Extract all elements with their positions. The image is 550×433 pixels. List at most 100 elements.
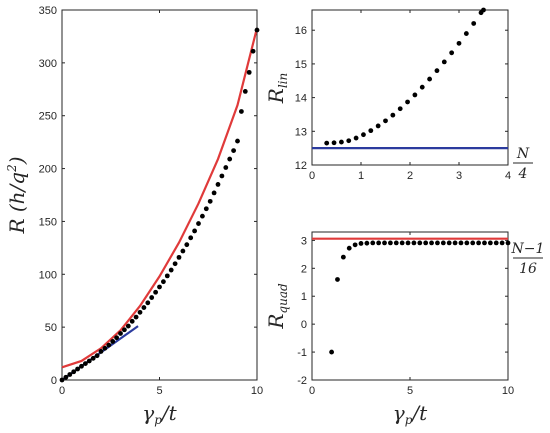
data-point <box>464 240 470 246</box>
x-tick-label: 5 <box>407 385 413 397</box>
data-point <box>203 206 209 212</box>
data-point <box>79 363 84 369</box>
data-point <box>368 128 374 134</box>
data-point <box>361 132 366 138</box>
data-point <box>129 318 135 324</box>
data-point <box>463 31 469 36</box>
data-point <box>456 40 462 46</box>
y-tick-label: 1 <box>301 291 307 303</box>
x-tick-label: 10 <box>251 385 263 397</box>
axes-box <box>311 231 509 381</box>
y-tick-label: 0 <box>51 375 57 387</box>
data-point <box>239 109 244 114</box>
data-point <box>118 331 123 336</box>
data-point <box>449 50 455 56</box>
data-point <box>200 213 205 219</box>
data-point <box>149 295 155 300</box>
y-tick-label: 150 <box>39 216 57 228</box>
data-point <box>180 248 186 254</box>
y-label-main: R <box>264 314 288 330</box>
data-point <box>405 240 411 246</box>
data-point <box>250 48 256 54</box>
data-point <box>110 339 116 344</box>
y-label-close: ) <box>5 156 29 165</box>
data-point <box>452 240 458 246</box>
x-label-subscript: p <box>154 413 162 427</box>
data-point <box>172 261 178 267</box>
annotation-denominator: 4 <box>518 166 528 182</box>
y-axis-label: Rquad <box>264 283 290 330</box>
r-quad-plot: 0 5 10 -2 -1 0 1 2 3 Rquad γp/t N−1 16 <box>264 231 544 427</box>
data-point <box>399 240 405 246</box>
data-point <box>145 300 151 306</box>
data-point <box>434 68 440 74</box>
x-tick-label: 0 <box>309 170 315 182</box>
data-point <box>211 190 217 196</box>
x-axis-label: γp/t <box>142 401 177 427</box>
data-point <box>254 27 260 33</box>
x-label-rest: /t <box>160 401 178 425</box>
annotation-numerator: N <box>516 146 530 162</box>
data-point <box>94 353 100 359</box>
data-point <box>423 240 429 246</box>
data-point <box>168 267 174 273</box>
x-label-rest: /t <box>410 401 428 425</box>
data-point <box>215 182 221 187</box>
x-tick-label: 4 <box>505 170 511 182</box>
x-tick-label: 2 <box>407 170 413 182</box>
data-point <box>75 366 80 372</box>
x-axis-label: γp/t <box>393 401 428 427</box>
x-label-main: γ <box>393 401 405 425</box>
data-point <box>499 240 505 246</box>
y-label-main: R <box>264 88 288 104</box>
data-point <box>382 240 387 246</box>
data-point <box>412 92 418 98</box>
data-point <box>470 240 476 246</box>
data-point <box>376 240 382 246</box>
y-tick-label: 350 <box>39 5 57 17</box>
x-tick-label: 0 <box>309 385 315 397</box>
y-tick-label: 100 <box>39 269 57 281</box>
data-point <box>125 323 131 329</box>
x-tick-label: 0 <box>59 385 65 397</box>
data-point <box>493 240 499 246</box>
data-point <box>411 240 417 246</box>
data-point <box>419 84 425 90</box>
axes-box <box>61 9 258 381</box>
data-point <box>67 372 73 377</box>
data-point <box>219 173 225 179</box>
data-point <box>188 235 194 241</box>
data-point <box>102 345 108 351</box>
data-point <box>192 228 198 234</box>
x-label-main: γ <box>142 401 154 425</box>
data-point <box>476 240 481 246</box>
y-tick-label: 13 <box>295 126 307 138</box>
data-point <box>487 240 493 246</box>
data-point <box>393 240 399 246</box>
data-point <box>231 148 237 154</box>
data-point <box>339 139 344 145</box>
data-point <box>397 106 403 112</box>
data-point <box>242 89 248 94</box>
x-tick-label: 3 <box>456 170 462 182</box>
data-point <box>364 240 370 246</box>
data-point <box>429 240 434 246</box>
data-point <box>435 240 440 246</box>
data-point <box>440 240 446 246</box>
data-point <box>86 358 92 364</box>
data-point <box>458 240 464 246</box>
data-point <box>352 242 358 248</box>
data-point <box>63 374 69 380</box>
y-tick-label: 250 <box>39 111 57 123</box>
annotation-denominator: 16 <box>519 261 537 277</box>
x-label-subscript: p <box>405 413 413 427</box>
data-point <box>98 349 104 354</box>
y-tick-label: 15 <box>295 59 307 71</box>
y-axis-label: Rlin <box>264 73 290 104</box>
data-point <box>176 254 182 260</box>
y-tick-label: 0 <box>301 319 307 331</box>
data-point <box>446 240 452 246</box>
data-point <box>161 279 166 285</box>
